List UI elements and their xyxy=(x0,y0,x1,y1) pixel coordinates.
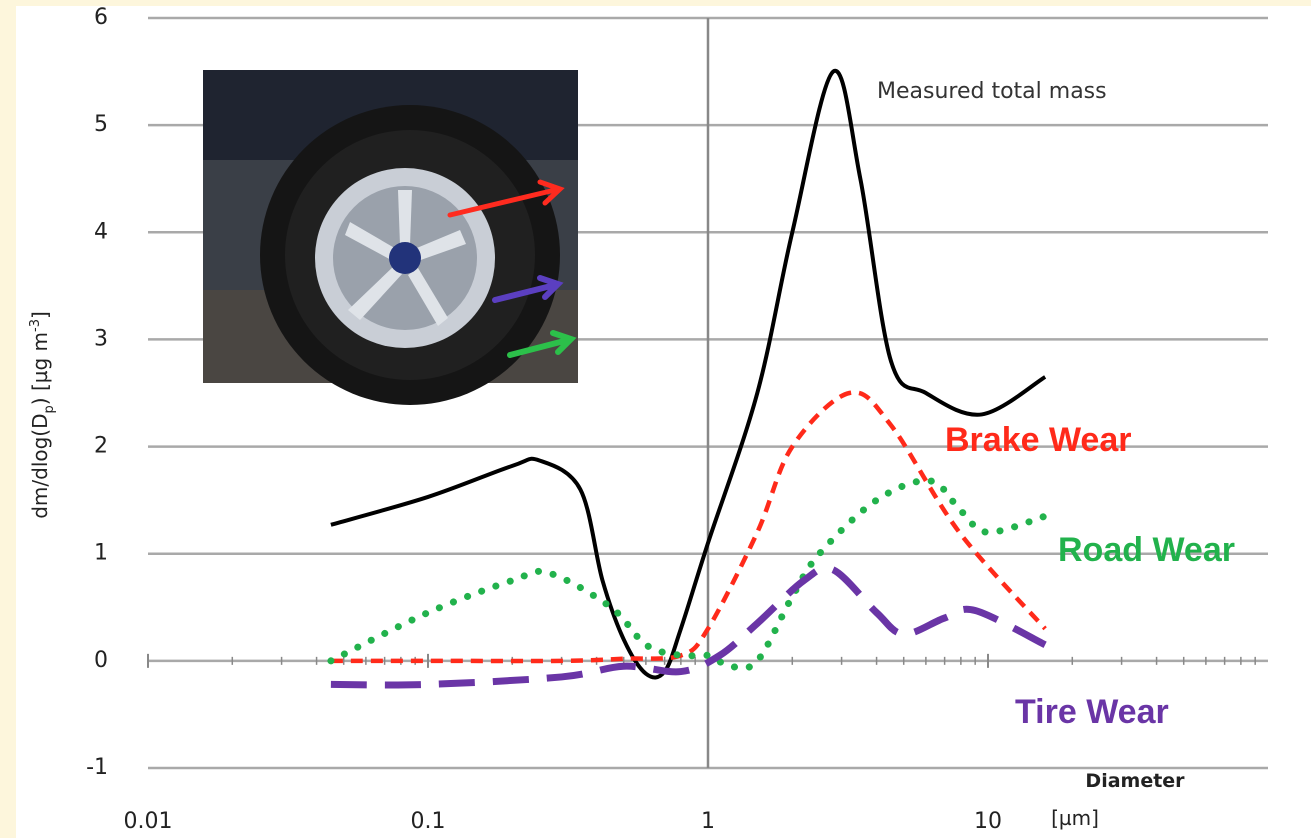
series-label: Road Wear xyxy=(1058,531,1235,569)
y-label-part: -3 xyxy=(28,319,43,332)
x-tick-label: 0.01 xyxy=(124,809,173,834)
series-label: Tire Wear xyxy=(1015,693,1169,731)
x-tick-label: 1 xyxy=(701,809,715,834)
y-tick-label: 0 xyxy=(94,648,108,673)
y-label-part: p xyxy=(42,405,57,413)
y-label-part: ) [µg m xyxy=(28,332,52,405)
y-tick-label: 4 xyxy=(94,219,108,244)
x-tick-label: 10 xyxy=(974,809,1002,834)
photo xyxy=(203,70,578,405)
y-label-part: ] xyxy=(28,311,52,319)
x-tick-label: 0.1 xyxy=(411,809,446,834)
series-line xyxy=(330,68,1047,680)
x-axis-unit: [µm] xyxy=(1051,806,1099,830)
y-tick-label: -1 xyxy=(86,755,108,780)
y-tick-label: 1 xyxy=(94,541,108,566)
y-tick-label: 3 xyxy=(94,326,108,351)
x-axis-label: Diameter xyxy=(1085,770,1185,792)
y-label-part: dm/dlog(D xyxy=(28,413,52,518)
series-line xyxy=(330,564,1047,689)
y-tick-label: 5 xyxy=(94,112,108,137)
series-line xyxy=(327,477,1049,672)
series-label: Measured total mass xyxy=(877,79,1107,104)
series-label: Brake Wear xyxy=(945,421,1132,459)
y-tick-label: 6 xyxy=(94,5,108,30)
y-tick-label: 2 xyxy=(94,434,108,459)
y-axis-label: dm/dlog(Dp) [µg m-3] xyxy=(28,311,57,519)
